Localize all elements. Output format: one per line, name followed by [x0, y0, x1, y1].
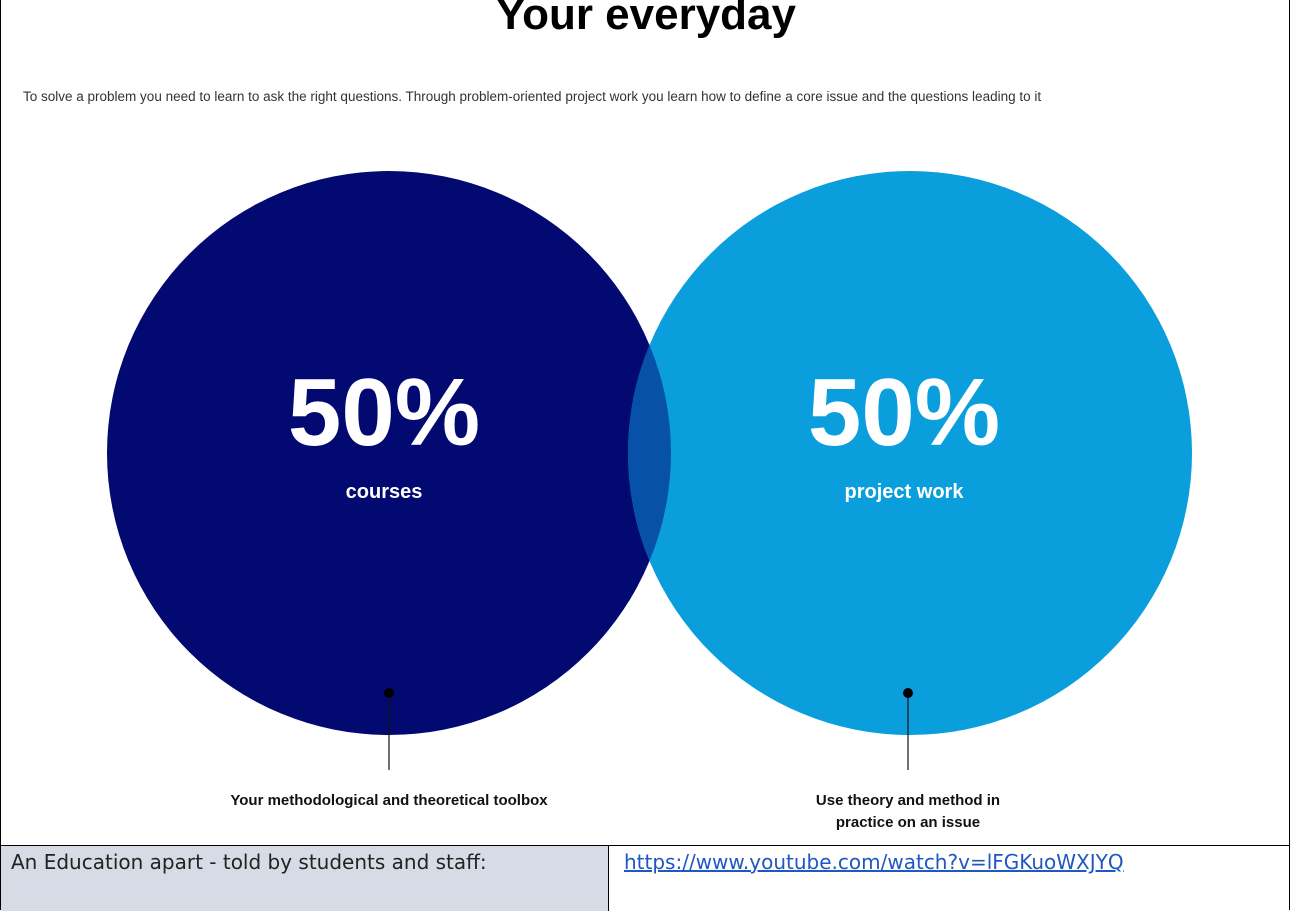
project-work-label: project work [844, 481, 964, 503]
video-link[interactable]: https://www.youtube.com/watch?v=lFGKuoWX… [624, 850, 1124, 874]
courses-caption: Your methodological and theoretical tool… [230, 792, 548, 809]
project-pointer-dot [903, 688, 913, 698]
venn-diagram [107, 171, 1192, 770]
project-work-caption-line2: practice on an issue [835, 814, 981, 831]
video-link-cell: https://www.youtube.com/watch?v=lFGKuoWX… [609, 846, 1289, 911]
project-work-percent: 50% [807, 359, 1001, 466]
project-work-caption: Use theory and method in practice on an … [678, 790, 1138, 834]
courses-circle [107, 171, 671, 735]
video-link-row: An Education apart - told by students an… [0, 845, 1290, 911]
intro-text: To solve a problem you need to learn to … [23, 89, 1042, 104]
courses-label: courses [345, 481, 423, 503]
video-label-cell: An Education apart - told by students an… [1, 846, 609, 911]
project-work-caption-line1: Use theory and method in [815, 792, 1001, 809]
courses-percent: 50% [287, 359, 481, 466]
infographic-frame: Your everyday To solve a problem you nee… [0, 0, 1290, 845]
page-title: Your everyday [495, 0, 796, 39]
courses-pointer-dot [384, 688, 394, 698]
project-work-circle [628, 171, 1192, 735]
